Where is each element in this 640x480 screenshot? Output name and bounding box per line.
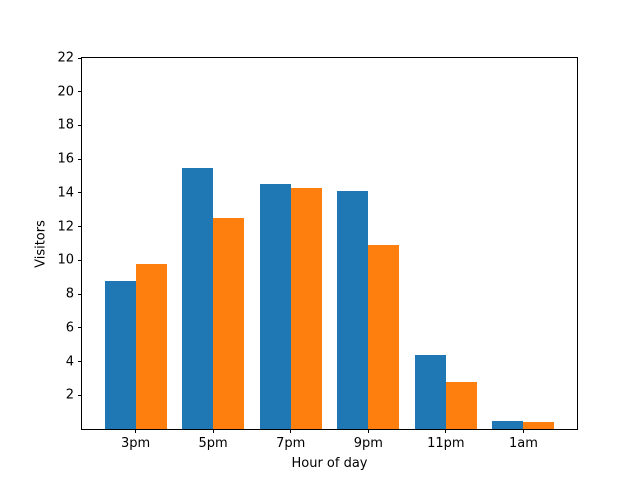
y-tick-mark bbox=[78, 158, 82, 160]
x-tick-label-1am: 1am bbox=[509, 436, 538, 451]
bar-blue-bars-9pm bbox=[337, 191, 369, 429]
bar-orange-bars-5pm bbox=[213, 218, 245, 429]
x-tick-mark bbox=[367, 429, 369, 433]
y-tick-label: 2 bbox=[65, 387, 74, 403]
x-tick-label-9pm: 9pm bbox=[353, 436, 383, 451]
y-tick-label: 10 bbox=[57, 252, 74, 268]
y-tick-label: 12 bbox=[57, 219, 74, 235]
bar-blue-bars-1am bbox=[492, 420, 524, 429]
x-tick-mark bbox=[212, 429, 214, 433]
y-tick-label: 18 bbox=[57, 117, 74, 133]
x-tick-label-7pm: 7pm bbox=[276, 436, 306, 451]
y-tick-mark bbox=[78, 192, 82, 194]
y-tick-label: 22 bbox=[57, 50, 74, 66]
y-tick-mark bbox=[78, 226, 82, 228]
y-tick-label: 8 bbox=[65, 286, 74, 302]
y-tick-mark bbox=[78, 124, 82, 126]
y-axis-label: Visitors bbox=[33, 219, 49, 268]
bar-blue-bars-5pm bbox=[182, 167, 214, 429]
y-tick-mark bbox=[78, 394, 82, 396]
bar-orange-bars-3pm bbox=[135, 263, 167, 429]
y-tick-mark bbox=[78, 57, 82, 59]
bar-orange-bars-1am bbox=[523, 422, 555, 429]
bar-blue-bars-3pm bbox=[104, 280, 136, 429]
y-tick-label: 6 bbox=[65, 320, 74, 336]
bar-blue-bars-7pm bbox=[259, 184, 291, 429]
x-tick-mark bbox=[522, 429, 524, 433]
y-tick-mark bbox=[78, 91, 82, 93]
bar-blue-bars-11pm bbox=[414, 354, 446, 429]
y-tick-label: 4 bbox=[65, 354, 74, 370]
y-tick-mark bbox=[78, 361, 82, 363]
x-tick-label-5pm: 5pm bbox=[198, 436, 228, 451]
bar-orange-bars-7pm bbox=[290, 187, 322, 429]
y-tick-mark bbox=[78, 293, 82, 295]
y-tick-label: 20 bbox=[57, 84, 74, 100]
y-tick-mark bbox=[78, 259, 82, 261]
y-tick-label: 14 bbox=[57, 185, 74, 201]
x-tick-mark bbox=[290, 429, 292, 433]
x-tick-mark bbox=[135, 429, 137, 433]
y-tick-label: 16 bbox=[57, 151, 74, 167]
bar-orange-bars-11pm bbox=[445, 381, 477, 429]
x-axis-label: Hour of day bbox=[291, 456, 368, 471]
plot-area: Visitors Hour of day 2 4 6 8 10 12 14 16 18 20 22 3… bbox=[34, 52, 578, 470]
y-tick-mark bbox=[78, 327, 82, 329]
x-tick-label-11pm: 11pm bbox=[427, 436, 465, 451]
bar-orange-bars-9pm bbox=[368, 245, 400, 429]
x-tick-mark bbox=[445, 429, 447, 433]
x-tick-label-3pm: 3pm bbox=[120, 436, 151, 451]
